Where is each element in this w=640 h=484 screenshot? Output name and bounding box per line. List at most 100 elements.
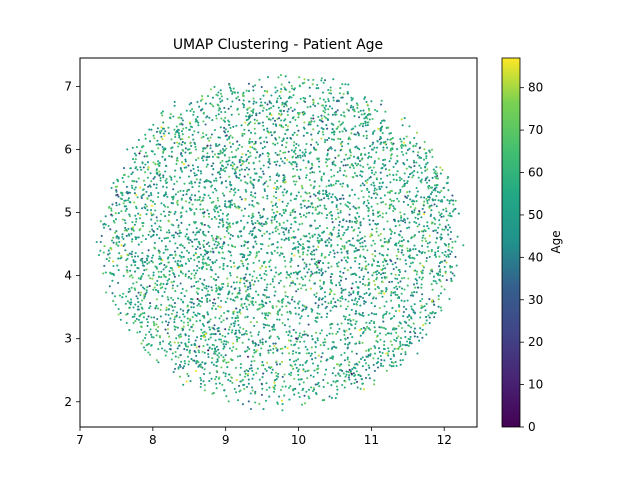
scatter-point	[285, 141, 288, 144]
scatter-point	[382, 320, 385, 323]
scatter-point	[146, 286, 149, 289]
scatter-point	[270, 371, 273, 374]
scatter-point	[164, 320, 168, 323]
scatter-point	[137, 308, 140, 311]
scatter-point	[302, 96, 305, 99]
scatter-point	[308, 240, 311, 243]
scatter-point	[420, 278, 423, 281]
scatter-point	[380, 276, 384, 279]
scatter-point	[205, 146, 208, 149]
scatter-point	[210, 275, 213, 279]
scatter-point	[179, 354, 182, 357]
scatter-point	[215, 345, 218, 348]
scatter-point	[135, 165, 138, 169]
scatter-point	[244, 181, 247, 184]
scatter-point	[157, 249, 160, 252]
scatter-point	[214, 247, 217, 250]
scatter-point	[421, 236, 424, 239]
scatter-point	[254, 84, 257, 87]
scatter-point	[164, 179, 167, 182]
scatter-point	[134, 255, 137, 258]
scatter-point	[209, 144, 212, 147]
scatter-point	[340, 251, 343, 254]
scatter-point	[448, 297, 451, 301]
scatter-point	[366, 325, 369, 328]
scatter-point	[261, 152, 264, 155]
scatter-point	[271, 280, 274, 283]
scatter-point	[335, 262, 338, 265]
scatter-point	[437, 305, 440, 308]
scatter-point	[224, 128, 227, 131]
scatter-point	[160, 129, 163, 132]
scatter-point	[223, 106, 226, 109]
scatter-point	[252, 102, 255, 105]
scatter-point	[131, 228, 134, 231]
scatter-point	[406, 180, 409, 183]
scatter-point	[180, 335, 183, 338]
scatter-point	[327, 108, 330, 111]
scatter-point	[429, 193, 433, 196]
scatter-point	[291, 388, 294, 391]
scatter-point	[183, 348, 186, 351]
scatter-point	[122, 202, 125, 205]
scatter-point	[214, 302, 217, 305]
scatter-point	[408, 165, 411, 168]
scatter-point	[247, 299, 250, 302]
scatter-point	[262, 293, 265, 296]
scatter-point	[316, 124, 319, 127]
scatter-point	[390, 361, 393, 364]
scatter-point	[243, 276, 247, 279]
scatter-point	[188, 223, 191, 226]
scatter-point	[375, 362, 378, 365]
scatter-point	[350, 350, 354, 353]
scatter-point	[288, 398, 291, 401]
scatter-point	[270, 94, 273, 97]
scatter-point	[141, 257, 144, 260]
scatter-point	[284, 75, 287, 78]
scatter-point	[329, 291, 332, 294]
scatter-point	[228, 291, 231, 294]
scatter-point	[151, 261, 154, 264]
scatter-point	[395, 339, 398, 342]
scatter-point	[287, 231, 290, 234]
scatter-point	[413, 257, 416, 260]
scatter-point	[240, 179, 243, 182]
scatter-point	[210, 234, 213, 237]
scatter-point	[141, 207, 144, 210]
scatter-point	[97, 254, 101, 257]
scatter-point	[95, 240, 98, 244]
scatter-point	[400, 240, 403, 243]
scatter-point	[268, 232, 271, 235]
scatter-point	[203, 384, 206, 387]
scatter-point	[323, 344, 326, 347]
scatter-point	[164, 148, 167, 151]
scatter-point	[368, 155, 371, 158]
scatter-point	[370, 183, 373, 186]
scatter-point	[289, 260, 292, 264]
scatter-point	[270, 251, 273, 254]
scatter-point	[226, 130, 230, 133]
scatter-point	[462, 244, 465, 247]
scatter-point	[222, 267, 225, 270]
scatter-point	[212, 333, 215, 336]
scatter-point	[299, 317, 302, 320]
scatter-point	[262, 124, 265, 127]
scatter-point	[374, 171, 377, 174]
scatter-point	[290, 252, 293, 255]
scatter-point	[171, 287, 174, 290]
scatter-point	[237, 329, 241, 332]
scatter-point	[430, 148, 434, 151]
scatter-point	[295, 180, 298, 183]
scatter-point	[254, 343, 258, 346]
scatter-point	[275, 101, 278, 104]
scatter-point	[292, 242, 295, 245]
scatter-point	[278, 212, 281, 216]
scatter-point	[319, 259, 322, 262]
scatter-point	[231, 92, 234, 95]
scatter-point	[192, 311, 195, 314]
scatter-point	[210, 164, 213, 168]
scatter-point	[318, 235, 321, 238]
scatter-point	[227, 119, 230, 122]
scatter-point	[272, 195, 275, 198]
scatter-point	[291, 352, 294, 355]
